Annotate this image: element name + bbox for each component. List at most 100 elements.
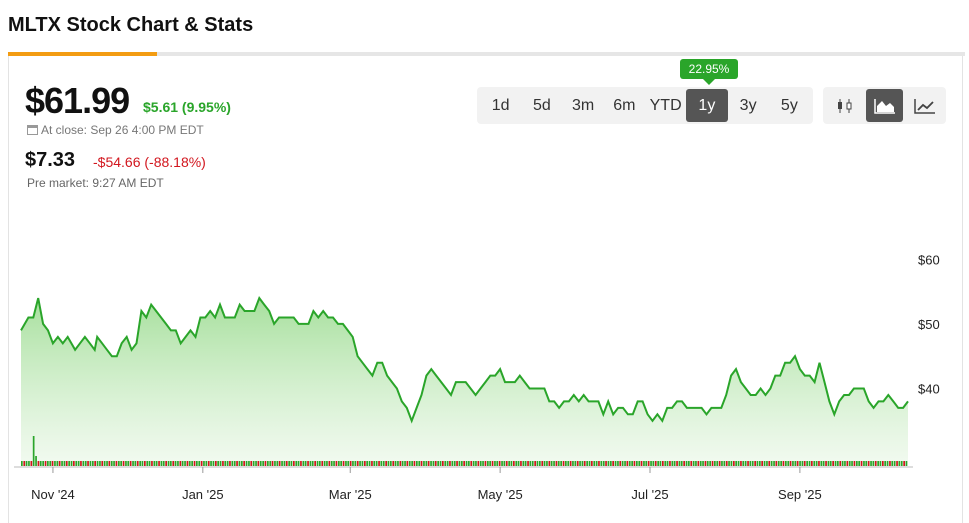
volume-bar bbox=[770, 461, 773, 466]
area-chart-button[interactable] bbox=[866, 89, 903, 122]
volume-bar bbox=[617, 461, 619, 466]
volume-bar bbox=[84, 461, 87, 466]
volume-bar bbox=[103, 461, 106, 466]
volume-bar bbox=[747, 461, 749, 466]
range-button-3m[interactable]: 3m bbox=[572, 96, 595, 114]
x-tick-label: Nov '24 bbox=[31, 487, 75, 502]
volume-bar bbox=[295, 461, 298, 466]
volume-bar bbox=[179, 461, 182, 466]
volume-bar bbox=[252, 461, 255, 466]
volume-bar bbox=[371, 461, 373, 466]
volume-bar bbox=[479, 461, 482, 466]
volume-bar bbox=[728, 461, 730, 466]
volume-bar bbox=[508, 461, 510, 466]
volume-bar bbox=[472, 461, 475, 466]
volume-bar bbox=[813, 461, 816, 466]
volume-bar bbox=[134, 461, 137, 466]
volume-bar bbox=[487, 461, 489, 466]
volume-bar bbox=[801, 461, 804, 466]
volume-bar bbox=[449, 461, 451, 466]
volume-bar bbox=[756, 461, 759, 466]
candlestick-icon bbox=[837, 98, 851, 113]
volume-bar bbox=[139, 461, 141, 466]
volume-bar bbox=[122, 461, 125, 466]
volume-bar bbox=[118, 461, 120, 466]
volume-bar bbox=[768, 461, 771, 466]
volume-bar bbox=[404, 461, 406, 466]
volume-bar bbox=[347, 461, 350, 466]
volume-bar bbox=[47, 461, 49, 466]
volume-bar bbox=[799, 461, 801, 466]
volume-bar bbox=[338, 461, 340, 466]
volume-bar bbox=[217, 461, 219, 466]
volume-bar bbox=[654, 461, 657, 466]
volume-bar bbox=[683, 461, 685, 466]
x-tick-label: Jan '25 bbox=[182, 487, 224, 502]
range-button-6m[interactable]: 6m bbox=[613, 96, 636, 114]
volume-bar bbox=[25, 461, 28, 466]
range-button-ytd[interactable]: YTD bbox=[649, 96, 682, 114]
volume-bar bbox=[735, 461, 737, 466]
volume-bar bbox=[718, 461, 721, 466]
volume-bar bbox=[612, 461, 614, 466]
volume-bar bbox=[520, 461, 522, 466]
volume-bar bbox=[392, 461, 395, 466]
volume-bar bbox=[155, 461, 158, 466]
volume-bar bbox=[193, 461, 196, 466]
volume-bar bbox=[226, 461, 229, 466]
volume-bar bbox=[565, 461, 567, 466]
volume-bar bbox=[546, 461, 548, 466]
volume-bar bbox=[203, 461, 205, 466]
volume-bar bbox=[44, 461, 47, 466]
volume-bar bbox=[167, 461, 170, 466]
volume-bar bbox=[210, 461, 212, 466]
close-time: At close: Sep 26 4:00 PM EDT bbox=[27, 123, 204, 137]
volume-bar bbox=[560, 461, 562, 466]
y-tick-label: $60 bbox=[918, 252, 940, 267]
volume-bar bbox=[690, 461, 693, 466]
volume-bar bbox=[132, 461, 134, 466]
volume-bar bbox=[243, 461, 245, 466]
volume-bar bbox=[366, 461, 368, 466]
range-button-1y[interactable]: 1y bbox=[686, 89, 728, 122]
volume-bar bbox=[562, 461, 565, 466]
volume-bar bbox=[174, 461, 177, 466]
volume-bar bbox=[889, 461, 891, 466]
volume-bar bbox=[557, 461, 560, 466]
volume-bar bbox=[80, 461, 82, 466]
volume-bar bbox=[662, 461, 664, 466]
volume-bar bbox=[416, 461, 418, 466]
x-tick-label: Jul '25 bbox=[631, 487, 668, 502]
volume-bar bbox=[390, 461, 392, 466]
range-button-5y[interactable]: 5y bbox=[780, 96, 798, 114]
volume-bar bbox=[129, 461, 132, 466]
volume-bar bbox=[82, 461, 85, 466]
volume-bar bbox=[423, 461, 425, 466]
volume-bar bbox=[553, 461, 555, 466]
volume-bar bbox=[874, 461, 877, 466]
volume-bar bbox=[453, 461, 456, 466]
volume-bar bbox=[891, 461, 894, 466]
y-tick-label: $40 bbox=[918, 382, 940, 397]
range-button-5d[interactable]: 5d bbox=[532, 96, 551, 114]
volume-bar bbox=[304, 461, 307, 466]
range-button-1d[interactable]: 1d bbox=[491, 96, 510, 114]
volume-bar bbox=[375, 461, 378, 466]
volume-bar bbox=[340, 461, 342, 466]
volume-bar bbox=[825, 461, 827, 466]
volume-bar bbox=[503, 461, 506, 466]
range-button-3y[interactable]: 3y bbox=[739, 96, 757, 114]
volume-bar bbox=[806, 461, 808, 466]
line-chart-button[interactable] bbox=[906, 89, 943, 122]
volume-bar bbox=[680, 461, 683, 466]
volume-bar bbox=[702, 461, 704, 466]
volume-bar bbox=[829, 461, 832, 466]
volume-bar bbox=[181, 461, 184, 466]
volume-bar bbox=[536, 461, 539, 466]
volume-bar bbox=[808, 461, 811, 466]
volume-bar bbox=[411, 461, 413, 466]
volume-bar bbox=[106, 461, 108, 466]
volume-bar bbox=[342, 461, 345, 466]
candlestick-button[interactable] bbox=[826, 89, 863, 122]
